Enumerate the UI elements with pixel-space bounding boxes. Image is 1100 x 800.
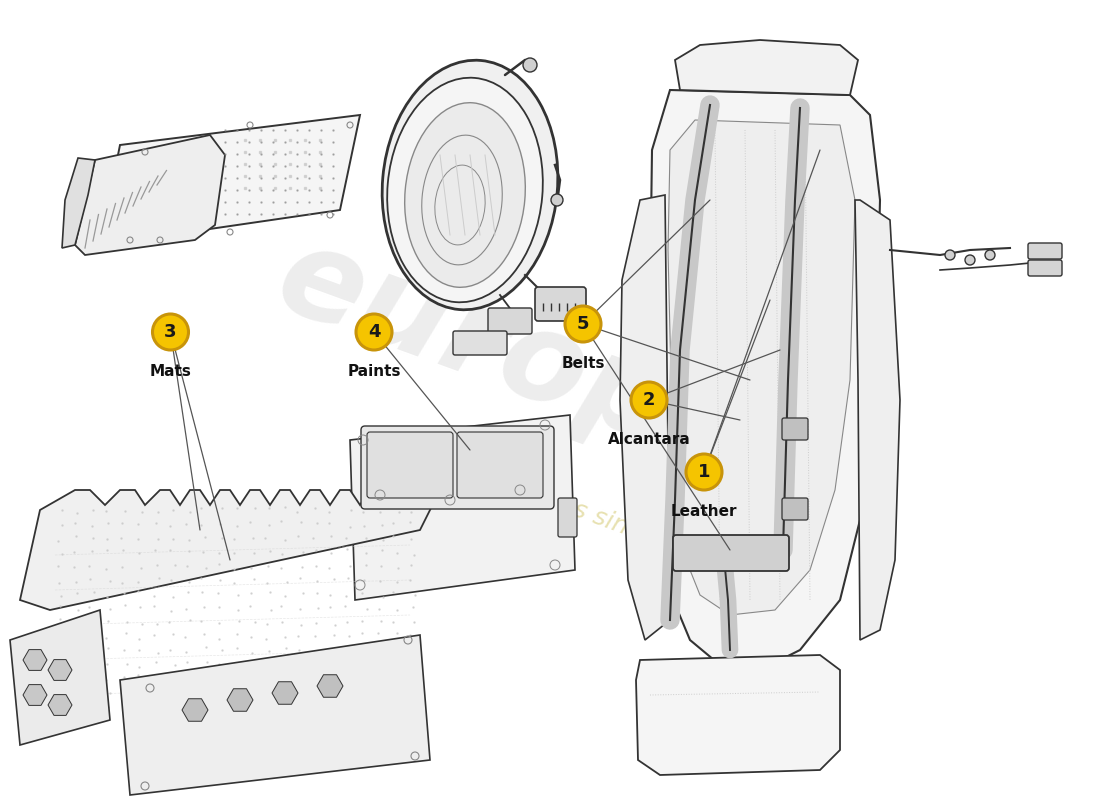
Text: Belts: Belts (561, 356, 605, 371)
Text: Alcantara: Alcantara (607, 432, 691, 447)
Text: a author for parts since 1981: a author for parts since 1981 (374, 426, 726, 574)
Polygon shape (636, 655, 840, 775)
FancyBboxPatch shape (1028, 243, 1062, 259)
Text: Paints: Paints (348, 364, 400, 379)
Circle shape (356, 314, 392, 350)
FancyBboxPatch shape (782, 418, 808, 440)
FancyBboxPatch shape (367, 432, 453, 498)
Circle shape (945, 250, 955, 260)
Polygon shape (668, 120, 855, 615)
Text: Mats: Mats (150, 364, 191, 379)
Circle shape (965, 255, 975, 265)
FancyBboxPatch shape (535, 287, 586, 321)
Ellipse shape (405, 102, 526, 287)
Polygon shape (350, 415, 575, 600)
Polygon shape (62, 158, 95, 248)
Circle shape (984, 250, 996, 260)
Polygon shape (140, 215, 172, 235)
Polygon shape (650, 90, 880, 670)
Polygon shape (855, 200, 900, 640)
Circle shape (686, 454, 722, 490)
FancyBboxPatch shape (453, 331, 507, 355)
Text: europes: europes (262, 216, 838, 524)
Text: 4: 4 (367, 323, 381, 341)
FancyBboxPatch shape (558, 498, 578, 537)
Text: 1: 1 (697, 463, 711, 481)
Ellipse shape (382, 60, 558, 310)
FancyBboxPatch shape (673, 535, 789, 571)
Circle shape (551, 194, 563, 206)
Polygon shape (20, 490, 440, 610)
Circle shape (153, 314, 188, 350)
Polygon shape (75, 135, 226, 255)
FancyBboxPatch shape (456, 432, 543, 498)
Polygon shape (10, 610, 110, 745)
Polygon shape (120, 635, 430, 795)
Ellipse shape (387, 78, 542, 302)
Circle shape (565, 306, 601, 342)
FancyBboxPatch shape (782, 498, 808, 520)
FancyBboxPatch shape (1028, 260, 1062, 276)
Polygon shape (675, 40, 858, 95)
Text: 5: 5 (576, 315, 590, 333)
FancyBboxPatch shape (488, 308, 532, 334)
Text: 3: 3 (164, 323, 177, 341)
Polygon shape (100, 115, 360, 245)
Text: Leather: Leather (671, 504, 737, 519)
Text: 2: 2 (642, 391, 656, 409)
Circle shape (522, 58, 537, 72)
Circle shape (631, 382, 667, 418)
Polygon shape (620, 195, 670, 640)
FancyBboxPatch shape (361, 426, 554, 509)
